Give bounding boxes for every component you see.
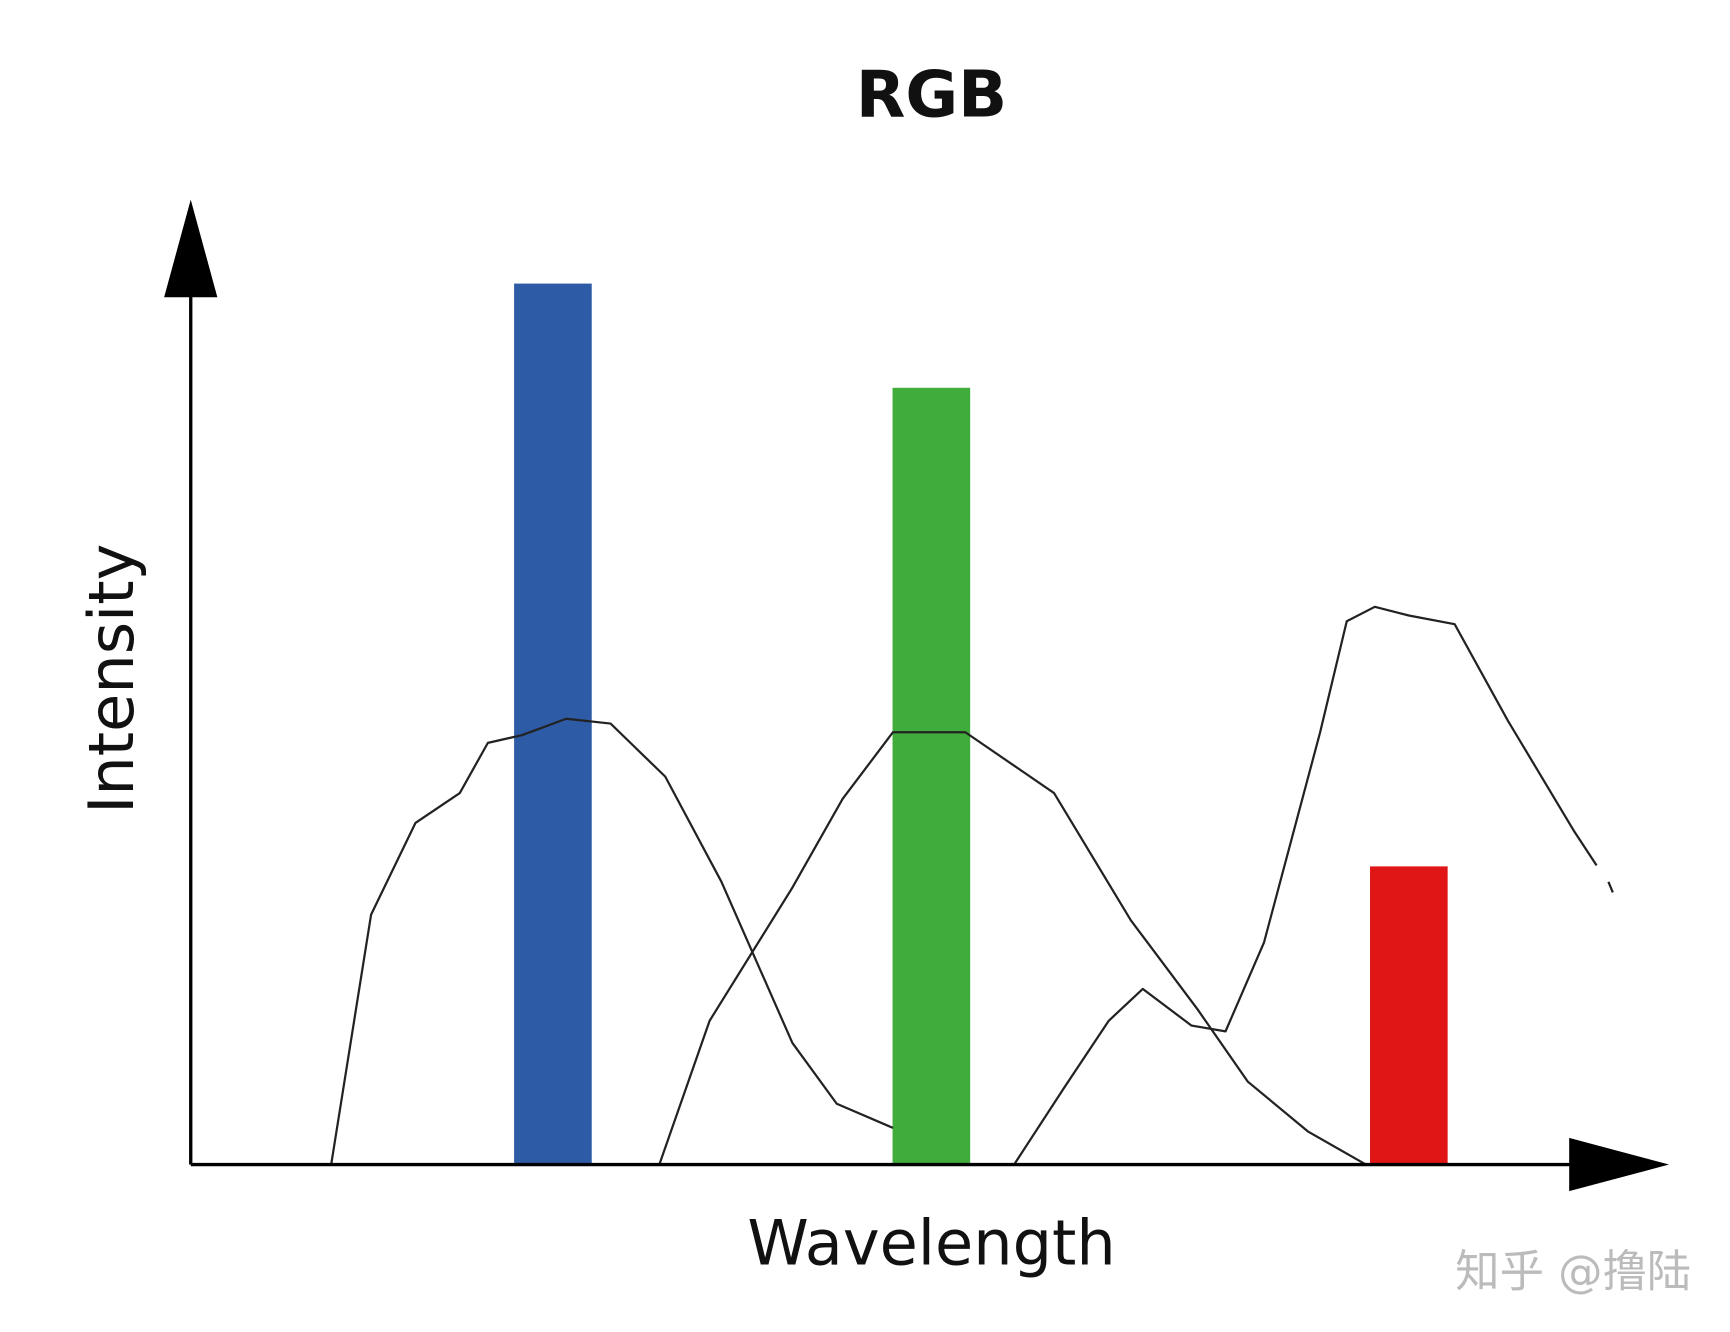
watermark: 知乎 @撸陆 [1455,1247,1691,1298]
curve [1013,605,1614,1166]
bar [1370,866,1448,1165]
y-axis-label: Intensity [75,544,148,814]
curve [330,717,894,1165]
x-axis-label: Wavelength [747,1206,1115,1279]
bar [892,387,971,1165]
chart-title: RGB [856,57,1007,132]
curve [658,731,1367,1166]
y-axis-arrow [164,199,218,298]
x-axis-arrow [1569,1137,1670,1192]
plot-area [330,283,1614,1166]
